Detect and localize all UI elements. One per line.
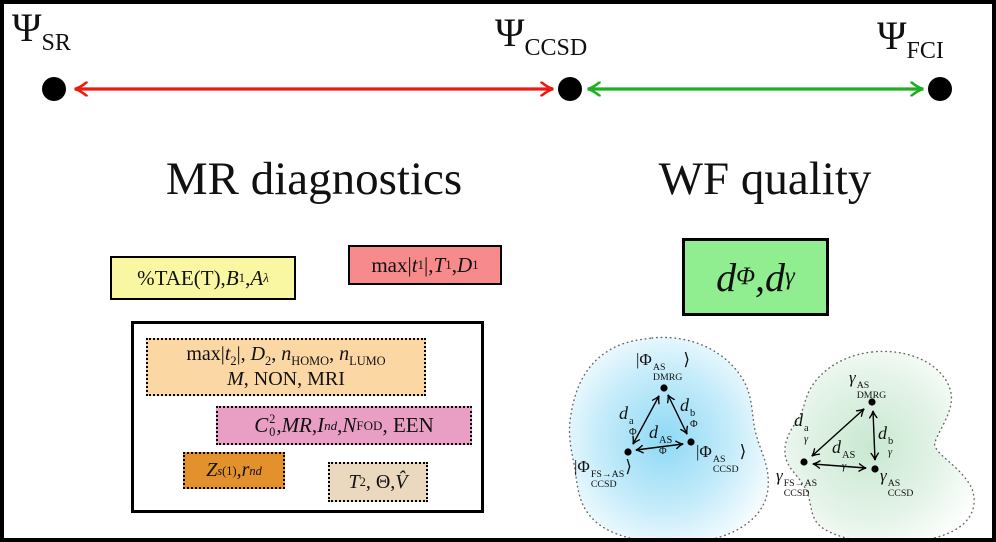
wf-vertex-dmrg: [660, 384, 668, 392]
dm-fsas-label: γ FS→AS CCSD: [776, 466, 818, 500]
wf-vertex-ccsd: [687, 438, 695, 446]
wf-ccsd-label: |Φ AS CCSD ⟩: [696, 442, 747, 476]
t2-natural-occupation-box: max|t2|, D2, nHOMO, nLUMO M, NON, MRI: [146, 338, 426, 396]
dm-dmrg-label: γ AS DMRG: [849, 368, 887, 402]
wf-fsas-label: |Φ FS→AS CCSD ⟩: [574, 457, 632, 491]
psi-ccsd-label: ΨCCSD: [495, 10, 588, 61]
dm-vertex-dmrg: [868, 398, 876, 406]
psi-fci-label: ΨFCI: [877, 13, 944, 64]
dm-edge-b: [868, 410, 880, 461]
wf-edge-as-label: d AS Φ: [649, 422, 673, 458]
dm-blob-shape: [784, 350, 975, 538]
t2-box-line2: M, NON, MRI: [227, 368, 345, 390]
dm-edge-a: [811, 408, 865, 457]
dm-edge-as-label: d AS γ: [832, 437, 856, 473]
node-psi-ccsd: [558, 77, 582, 101]
dm-vertex-ccsd: [871, 465, 879, 473]
dm-ccsd-label: γ AS CCSD: [880, 466, 914, 500]
t2-box-line1: max|t2|, D2, nHOMO, nLUMO: [186, 343, 386, 368]
left-panel-title: MR diagnostics: [165, 153, 463, 205]
dm-vertex-fsas: [800, 458, 808, 466]
wf-edge-a: [632, 395, 660, 445]
right-panel-title: WF quality: [658, 153, 872, 205]
wf-dmrg-label: |Φ AS DMRG ⟩: [636, 350, 691, 384]
psi-sr-label: ΨSR: [12, 5, 71, 56]
wf-edge-as: [635, 440, 684, 454]
wf-vertex-fsas: [624, 448, 632, 456]
node-psi-fci: [928, 77, 952, 101]
wf-edge-b: [666, 394, 689, 435]
dm-edge-as: [812, 460, 867, 472]
figure-graphics: [42, 77, 975, 538]
node-psi-sr: [42, 77, 66, 101]
wf-blob-shape: [568, 336, 769, 538]
